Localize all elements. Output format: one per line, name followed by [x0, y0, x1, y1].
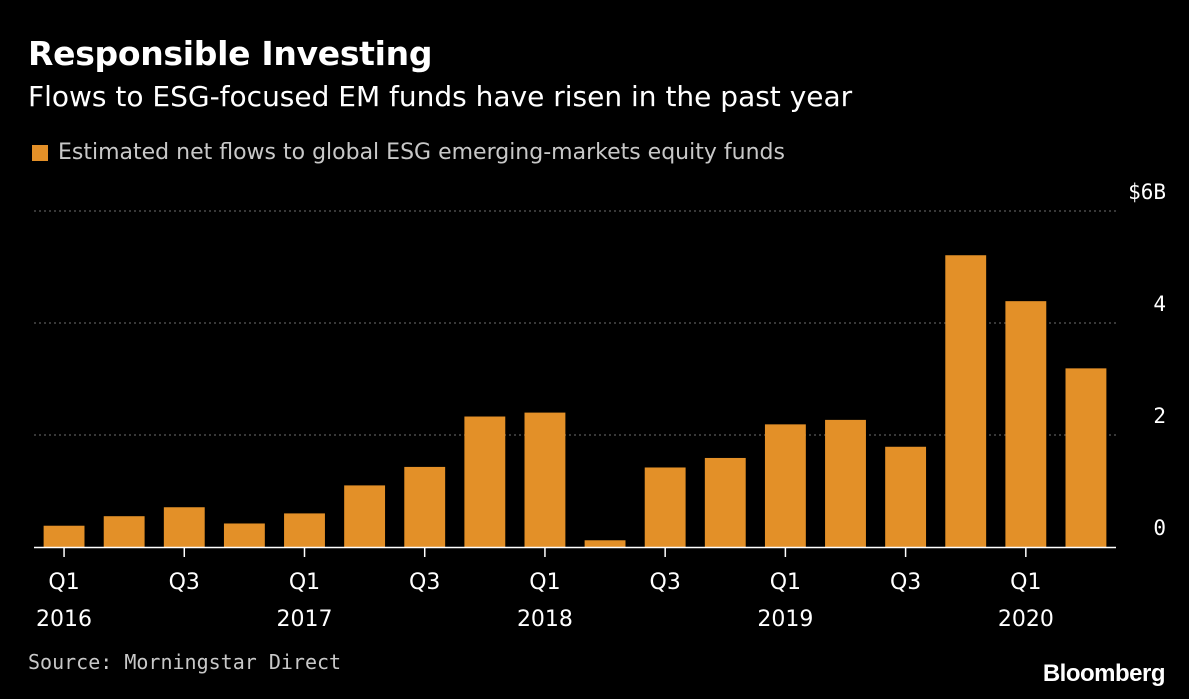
chart-title: Responsible Investing	[28, 34, 433, 73]
bar	[764, 424, 806, 547]
source-note: Source: Morningstar Direct	[28, 650, 342, 674]
x-tick-label-year: 2017	[277, 607, 333, 632]
x-tick-label-quarter: Q1	[1010, 570, 1041, 595]
x-tick-label-year: 2020	[998, 607, 1054, 632]
bar	[103, 516, 145, 547]
bloomberg-logo: Bloomberg	[1042, 660, 1166, 687]
x-tick-label-quarter: Q1	[289, 570, 320, 595]
bar	[524, 412, 566, 547]
bar	[223, 523, 265, 547]
x-tick-label-quarter: Q3	[650, 570, 681, 595]
bar	[1065, 368, 1107, 547]
bar	[43, 525, 85, 547]
legend-label: Estimated net flows to global ESG emergi…	[58, 140, 785, 165]
bar	[885, 446, 927, 547]
bar	[464, 416, 506, 547]
x-tick-label-year: 2018	[517, 607, 573, 632]
bar	[825, 419, 866, 547]
legend-swatch	[32, 144, 48, 161]
x-tick-label-quarter: Q3	[169, 570, 200, 595]
x-tick-label-quarter: Q1	[770, 570, 801, 595]
bar	[1005, 301, 1047, 547]
x-tick-label-quarter: Q1	[48, 570, 79, 595]
x-tick-label-year: 2016	[36, 607, 92, 632]
legend: Estimated net flows to global ESG emergi…	[32, 140, 785, 165]
bar	[344, 485, 386, 547]
x-tick-label-quarter: Q3	[890, 570, 921, 595]
y-tick-label: 2	[1153, 404, 1166, 428]
bar	[404, 466, 446, 547]
y-tick-label: 0	[1153, 516, 1166, 540]
bar	[584, 540, 626, 547]
y-tick-label: 4	[1153, 292, 1166, 316]
bar	[284, 513, 325, 547]
x-tick-label-quarter: Q3	[409, 570, 440, 595]
x-tick-label-quarter: Q1	[529, 570, 560, 595]
y-tick-label: $6B	[1128, 180, 1166, 204]
bar	[163, 507, 205, 547]
x-tick-label-year: 2019	[757, 607, 813, 632]
bar	[945, 255, 987, 548]
bar	[704, 457, 746, 547]
bar	[644, 467, 686, 547]
chart-subtitle: Flows to ESG-focused EM funds have risen…	[28, 80, 853, 113]
